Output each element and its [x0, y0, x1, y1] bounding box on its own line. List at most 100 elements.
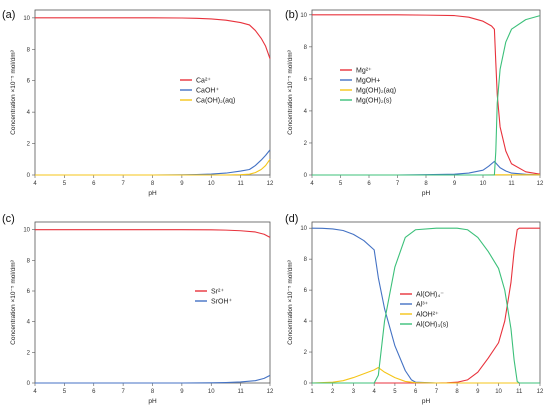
legend-label: MgOH+ [356, 78, 380, 85]
x-tick-label: 11 [516, 389, 523, 395]
y-tick-label: 4 [27, 320, 31, 326]
y-tick-label: 0 [304, 381, 308, 387]
x-tick-label: 2 [331, 389, 335, 395]
x-tick-label: 9 [476, 389, 480, 395]
x-tick-label: 4 [373, 389, 377, 395]
x-tick-label: 11 [508, 181, 515, 187]
series-line-1 [35, 149, 271, 176]
y-tick-label: 8 [304, 257, 308, 263]
x-tick-label: 10 [208, 181, 215, 187]
x-axis-label: pH [422, 190, 431, 197]
x-tick-label: 4 [33, 181, 37, 187]
legend-label: Al³⁺ [416, 302, 429, 309]
legend: Sr²⁺ SrOH⁺ [195, 289, 233, 306]
x-tick-label: 9 [180, 181, 184, 187]
legend: Al(OH)₄⁻ Al³⁺ AlOH²⁺ Al(OH)₃(s) [400, 292, 448, 329]
y-axis-label: Concentration ×10⁻⁵ mol/dm³ [287, 49, 294, 135]
y-axis-label: Concentration ×10⁻⁵ mol/dm³ [10, 259, 17, 345]
y-tick-label: 8 [27, 258, 31, 264]
series-line-1 [35, 374, 271, 384]
legend-label: CaOH⁺ [196, 88, 219, 95]
y-tick-label: 10 [23, 16, 30, 22]
y-tick-label: 4 [304, 319, 308, 325]
series-line-3 [312, 15, 541, 176]
panel-label: (d) [285, 213, 298, 225]
x-tick-label: 11 [238, 389, 245, 395]
panel-label: (a) [2, 9, 15, 21]
x-tick-label: 6 [367, 181, 371, 187]
series-line-2 [35, 158, 271, 176]
x-tick-label: 7 [435, 389, 439, 395]
x-tick-label: 5 [393, 389, 397, 395]
x-tick-label: 8 [455, 389, 459, 395]
panel-b: (b) 4 5 6 7 8 9 10 11 12 0 2 4 6 8 10 pH Concentration ×1… [285, 9, 544, 197]
legend-label: Al(OH)₄⁻ [416, 292, 444, 299]
panel-a: (a) 4 5 6 7 8 9 10 11 12 0 2 4 6 8 10 pH Concentration ×1… [2, 9, 274, 197]
series-line-1 [312, 160, 541, 176]
y-tick-label: 0 [304, 173, 308, 179]
x-tick-label: 7 [121, 181, 125, 187]
x-tick-label: 12 [537, 389, 544, 395]
legend-label: Ca²⁺ [196, 78, 211, 85]
panel-label: (b) [285, 9, 298, 21]
y-axis-label: Concentration ×10⁻⁵ mol/dm³ [10, 49, 17, 135]
y-tick-label: 8 [27, 47, 31, 53]
y-tick-label: 0 [27, 381, 31, 387]
x-tick-label: 5 [339, 181, 343, 187]
y-tick-label: 8 [304, 45, 308, 51]
x-tick-label: 5 [63, 389, 67, 395]
x-tick-label: 12 [537, 181, 544, 187]
series-line-2 [311, 366, 540, 384]
legend-label: Mg²⁺ [356, 68, 372, 75]
legend-label: Ca(OH)₂(aq) [196, 98, 235, 105]
y-tick-label: 4 [27, 110, 31, 116]
x-tick-label: 10 [208, 389, 215, 395]
x-tick-label: 4 [310, 181, 314, 187]
y-tick-label: 2 [27, 350, 31, 356]
y-tick-label: 6 [27, 289, 31, 295]
series-line-1 [311, 227, 540, 384]
x-axis-label: pH [148, 398, 157, 405]
plot-frame [34, 9, 271, 176]
x-tick-label: 6 [92, 389, 96, 395]
legend-label: SrOH⁺ [211, 299, 233, 306]
x-tick-label: 11 [238, 181, 245, 187]
legend-label: AlOH²⁺ [416, 312, 439, 319]
series-line-0 [312, 14, 541, 175]
x-axis-label: pH [422, 398, 431, 405]
x-tick-label: 7 [121, 389, 125, 395]
x-tick-label: 9 [180, 389, 184, 395]
y-tick-label: 2 [304, 141, 308, 147]
legend-label: Mg(OH)₂(aq) [356, 88, 396, 95]
x-tick-label: 12 [267, 389, 274, 395]
y-tick-label: 6 [27, 79, 31, 85]
y-tick-label: 0 [27, 173, 31, 179]
series-line-0 [35, 229, 271, 238]
legend: Ca²⁺ CaOH⁺ Ca(OH)₂(aq) [180, 78, 235, 105]
legend-label: Mg(OH)₂(s) [356, 98, 392, 105]
x-tick-label: 10 [495, 389, 502, 395]
y-axis-label: Concentration ×10⁻⁵ mol/dm³ [287, 259, 294, 345]
x-tick-label: 5 [63, 181, 67, 187]
series-line-0 [35, 17, 271, 59]
legend-label: Al(OH)₃(s) [416, 322, 448, 329]
legend: Mg²⁺ MgOH+ Mg(OH)₂(aq) Mg(OH)₂(s) [340, 68, 396, 105]
plot-frame [34, 221, 271, 384]
x-tick-label: 1 [310, 389, 314, 395]
panel-c: (c) 4 5 6 7 8 9 10 11 12 0 2 4 6 8 10 pH Concentration ×1… [2, 213, 274, 405]
series-line-3 [312, 227, 540, 384]
y-tick-label: 2 [304, 350, 308, 356]
x-tick-label: 6 [414, 389, 418, 395]
panel-d: (d)1 2 3 4 5 6 7 8 9 10 11 120246810pHConcentration… [285, 213, 544, 405]
x-tick-label: 10 [480, 181, 487, 187]
x-tick-label: 8 [151, 181, 155, 187]
y-tick-label: 2 [27, 142, 31, 148]
panel-label: (c) [2, 213, 15, 225]
y-tick-label: 6 [304, 77, 308, 83]
y-tick-label: 6 [304, 288, 308, 294]
x-tick-label: 4 [33, 389, 37, 395]
x-tick-label: 7 [396, 181, 400, 187]
y-tick-label: 10 [300, 13, 307, 19]
